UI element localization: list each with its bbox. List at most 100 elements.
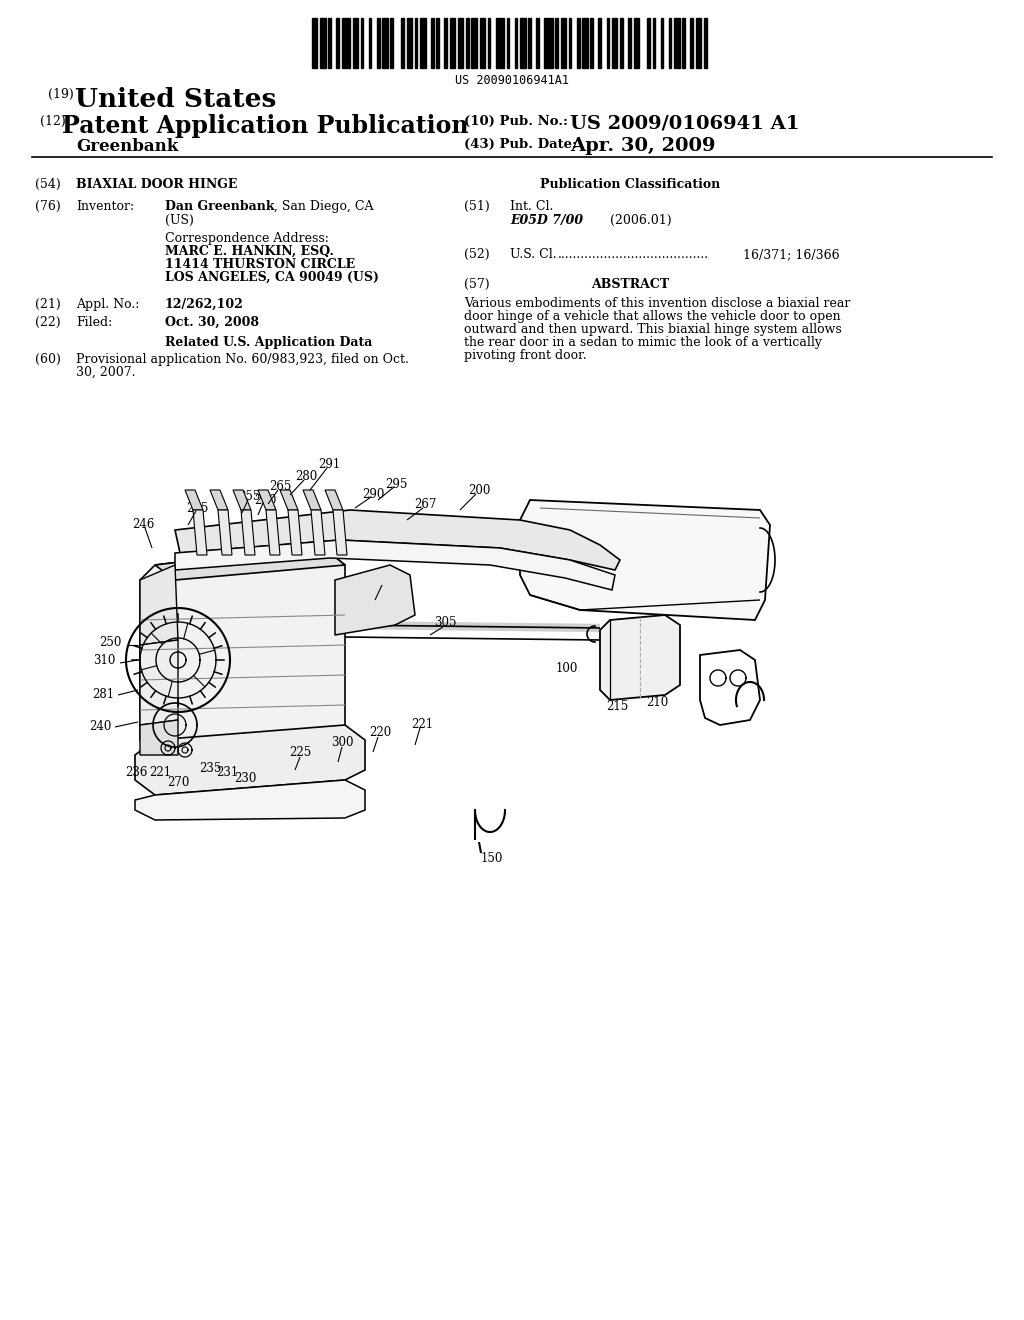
- Bar: [369, 18, 372, 69]
- Text: (76): (76): [35, 201, 60, 213]
- Bar: [466, 18, 469, 69]
- Text: Patent Application Publication: Patent Application Publication: [62, 114, 469, 139]
- Polygon shape: [218, 510, 232, 554]
- Polygon shape: [600, 615, 680, 700]
- Text: LOS ANGELES, CA 90049 (US): LOS ANGELES, CA 90049 (US): [165, 271, 379, 284]
- Bar: [621, 18, 623, 69]
- Text: the rear door in a sedan to mimic the look of a vertically: the rear door in a sedan to mimic the lo…: [464, 337, 822, 348]
- Text: Provisional application No. 60/983,923, filed on Oct.: Provisional application No. 60/983,923, …: [76, 352, 409, 366]
- Text: Publication Classification: Publication Classification: [540, 178, 720, 191]
- Bar: [703, 18, 707, 69]
- Polygon shape: [193, 510, 207, 554]
- Text: 100: 100: [556, 661, 579, 675]
- Text: (10) Pub. No.:: (10) Pub. No.:: [464, 115, 568, 128]
- Text: Filed:: Filed:: [76, 315, 113, 329]
- Text: Dan Greenbank: Dan Greenbank: [165, 201, 274, 213]
- Text: MARC E. HANKIN, ESQ.: MARC E. HANKIN, ESQ.: [165, 246, 334, 257]
- Bar: [458, 18, 463, 69]
- Text: 220: 220: [369, 726, 391, 739]
- Bar: [390, 18, 393, 69]
- Bar: [634, 18, 639, 69]
- Bar: [312, 18, 317, 69]
- Text: Oct. 30, 2008: Oct. 30, 2008: [165, 315, 259, 329]
- Bar: [360, 18, 364, 69]
- Text: 300: 300: [331, 737, 353, 750]
- Polygon shape: [140, 719, 178, 755]
- Bar: [377, 18, 380, 69]
- Bar: [382, 18, 388, 69]
- Polygon shape: [135, 780, 365, 820]
- Text: 290: 290: [361, 487, 384, 500]
- Text: (12): (12): [40, 115, 66, 128]
- Text: Apr. 30, 2009: Apr. 30, 2009: [570, 137, 716, 154]
- Text: BIAXIAL DOOR HINGE: BIAXIAL DOOR HINGE: [76, 178, 238, 191]
- Text: 280: 280: [295, 470, 317, 483]
- Text: U.S. Cl.: U.S. Cl.: [510, 248, 557, 261]
- Text: 310: 310: [93, 653, 116, 667]
- Text: 221: 221: [148, 766, 171, 779]
- Bar: [479, 18, 485, 69]
- Bar: [568, 18, 571, 69]
- Text: 270: 270: [167, 776, 189, 788]
- Bar: [515, 18, 517, 69]
- Bar: [660, 18, 664, 69]
- Bar: [669, 18, 672, 69]
- Polygon shape: [280, 490, 298, 510]
- Polygon shape: [140, 640, 178, 725]
- Polygon shape: [258, 490, 276, 510]
- Bar: [520, 18, 525, 69]
- Text: (43) Pub. Date:: (43) Pub. Date:: [464, 139, 577, 150]
- Bar: [329, 18, 331, 69]
- Bar: [583, 18, 588, 69]
- Bar: [647, 18, 650, 69]
- Polygon shape: [700, 649, 760, 725]
- Text: 305: 305: [434, 616, 457, 630]
- Polygon shape: [288, 510, 302, 554]
- Polygon shape: [175, 510, 620, 570]
- Text: US 2009/0106941 A1: US 2009/0106941 A1: [570, 114, 800, 132]
- Polygon shape: [233, 490, 251, 510]
- Bar: [336, 18, 339, 69]
- Text: Correspondence Address:: Correspondence Address:: [165, 232, 329, 246]
- Polygon shape: [135, 725, 365, 795]
- Text: (2006.01): (2006.01): [610, 214, 672, 227]
- Text: 235: 235: [199, 762, 221, 775]
- Text: 11414 THURSTON CIRCLE: 11414 THURSTON CIRCLE: [165, 257, 355, 271]
- Bar: [528, 18, 530, 69]
- Text: Various embodiments of this invention disclose a biaxial rear: Various embodiments of this invention di…: [464, 297, 850, 310]
- Text: door hinge of a vehicle that allows the vehicle door to open: door hinge of a vehicle that allows the …: [464, 310, 841, 323]
- Text: pivoting front door.: pivoting front door.: [464, 348, 587, 362]
- Text: 12/262,102: 12/262,102: [165, 298, 244, 312]
- Text: (22): (22): [35, 315, 60, 329]
- Text: 246: 246: [132, 517, 155, 531]
- Polygon shape: [210, 490, 228, 510]
- Bar: [690, 18, 693, 69]
- Bar: [652, 18, 655, 69]
- Bar: [591, 18, 593, 69]
- Text: 265: 265: [269, 480, 291, 494]
- Bar: [401, 18, 403, 69]
- Text: 200: 200: [468, 484, 490, 498]
- Polygon shape: [303, 490, 321, 510]
- Bar: [682, 18, 685, 69]
- Polygon shape: [175, 540, 615, 590]
- Polygon shape: [266, 510, 280, 554]
- Bar: [471, 18, 477, 69]
- Text: (57): (57): [464, 279, 489, 290]
- Text: Int. Cl.: Int. Cl.: [510, 201, 553, 213]
- Polygon shape: [325, 490, 343, 510]
- Text: outward and then upward. This biaxial hinge system allows: outward and then upward. This biaxial hi…: [464, 323, 842, 337]
- Bar: [496, 18, 504, 69]
- Text: 150: 150: [481, 851, 503, 865]
- Text: 225: 225: [289, 747, 311, 759]
- Polygon shape: [140, 545, 345, 755]
- Bar: [537, 18, 539, 69]
- Polygon shape: [241, 510, 255, 554]
- Bar: [352, 18, 358, 69]
- Text: E05D 7/00: E05D 7/00: [510, 214, 583, 227]
- Text: 230: 230: [233, 772, 256, 785]
- Bar: [444, 18, 447, 69]
- Polygon shape: [333, 510, 347, 554]
- Text: (54): (54): [35, 178, 60, 191]
- Bar: [628, 18, 631, 69]
